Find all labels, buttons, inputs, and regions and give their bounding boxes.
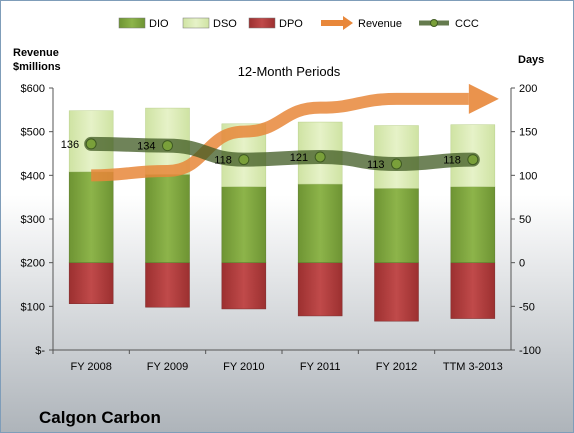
- x-tick-label: FY 2009: [147, 361, 188, 373]
- right-tick-label: 50: [519, 214, 531, 226]
- ccc-point: [238, 154, 250, 166]
- dpo-bar: [374, 262, 419, 322]
- right-tick-label: -50: [519, 301, 535, 313]
- right-tick-label: 150: [519, 127, 537, 139]
- left-tick-label: $-: [35, 345, 45, 357]
- revenue-arrowhead: [468, 83, 499, 114]
- dpo-bar: [297, 262, 343, 317]
- ccc-point: [85, 138, 97, 150]
- ccc-series-line: [84, 136, 480, 171]
- legend-swatch-ccc-point: [430, 19, 438, 27]
- legend-swatch-dpo: [248, 17, 276, 29]
- legend-swatch-revenue: [321, 16, 353, 30]
- ccc-line: 136 134 118 121 113 118: [61, 136, 480, 171]
- dio-bar: [68, 171, 114, 263]
- right-tick-label: 100: [519, 170, 537, 182]
- legend-label-revenue: Revenue: [358, 18, 402, 30]
- dpo-bar: [68, 262, 114, 304]
- dio-bar: [221, 186, 267, 263]
- ccc-data-label: 121: [290, 152, 308, 164]
- left-axis-title-line2: $millions: [13, 61, 61, 73]
- right-tick-label: -100: [519, 345, 541, 357]
- ccc-point: [467, 154, 479, 166]
- dpo-bar: [221, 262, 267, 310]
- x-tick-label: FY 2008: [70, 361, 111, 373]
- legend-label-dpo: DPO: [279, 18, 303, 30]
- right-tick-label: 200: [519, 83, 537, 95]
- left-tick-label: $200: [21, 258, 45, 270]
- legend-label-dio: DIO: [149, 18, 169, 30]
- right-tick-label: 0: [519, 258, 525, 270]
- ccc-point: [314, 151, 326, 163]
- dpo-bar: [450, 262, 496, 319]
- ccc-data-label: 136: [61, 139, 79, 151]
- chart-title: 12-Month Periods: [238, 64, 341, 79]
- dio-bar: [297, 183, 343, 263]
- ccc-data-label: 134: [137, 141, 155, 153]
- legend: DIO DSO DPO Revenue CCC: [118, 16, 479, 30]
- legend-label-dso: DSO: [213, 18, 237, 30]
- x-tick-label: FY 2010: [223, 361, 264, 373]
- left-tick-label: $400: [21, 170, 45, 182]
- company-name: Calgon Carbon: [39, 408, 161, 427]
- dio-bar: [145, 174, 190, 263]
- legend-label-ccc: CCC: [455, 18, 479, 30]
- left-tick-label: $500: [21, 127, 45, 139]
- ccc-data-label: 118: [443, 155, 461, 167]
- legend-swatch-dso: [182, 17, 210, 29]
- left-tick-label: $100: [21, 301, 45, 313]
- ccc-point: [162, 140, 173, 152]
- revenue-arrow: [91, 83, 499, 182]
- left-axis-title-line1: Revenue: [13, 47, 59, 59]
- dio-bar: [374, 188, 419, 263]
- ccc-point: [391, 158, 402, 170]
- axes: $- $100 $200 $300 $400 $500 $600 -100 -50 0 50 100 1…: [21, 83, 542, 373]
- dio-bar: [450, 186, 496, 263]
- ccc-data-label: 118: [214, 155, 232, 167]
- legend-swatch-dio: [118, 17, 146, 29]
- x-tick-label: FY 2011: [300, 361, 341, 373]
- ccc-data-label: 113: [367, 159, 385, 171]
- right-axis-title: Days: [518, 54, 544, 66]
- x-tick-label: FY 2012: [376, 361, 417, 373]
- left-tick-label: $300: [21, 214, 45, 226]
- left-tick-label: $600: [21, 83, 45, 95]
- x-tick-label: TTM 3-2013: [443, 361, 503, 373]
- dpo-bar: [145, 262, 190, 308]
- revenue-line: [91, 92, 469, 182]
